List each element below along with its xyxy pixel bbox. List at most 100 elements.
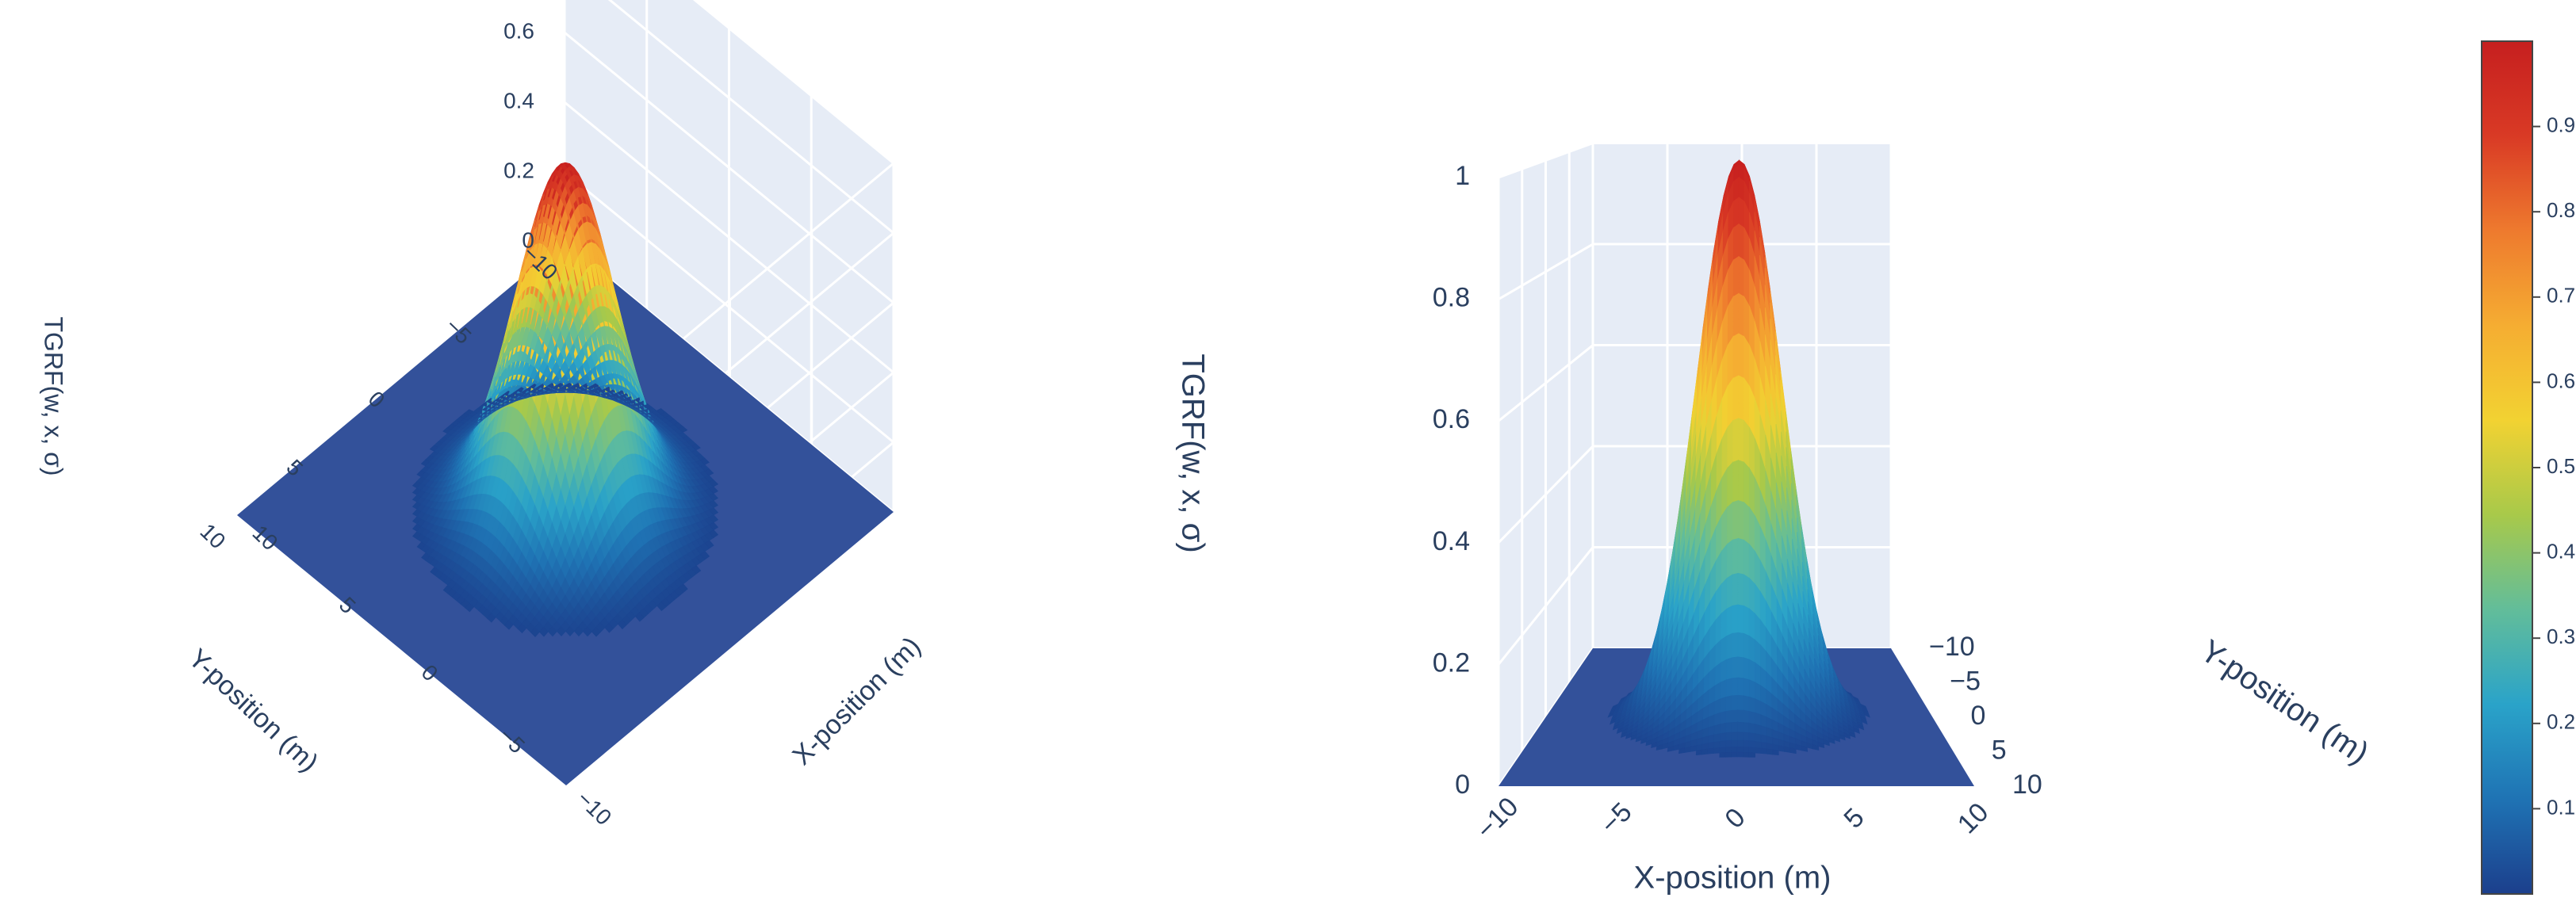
surface-patch — [1843, 732, 1851, 739]
surface-patch — [1684, 746, 1692, 753]
surface-patch — [1725, 722, 1732, 734]
surface-patch — [678, 583, 688, 594]
surface-patch — [1743, 657, 1750, 681]
surface-patch — [1726, 574, 1733, 609]
y-tick-label: −10 — [1929, 632, 1975, 662]
left-surface-plot: 00.20.40.60.81−10−50510−10−50510TGRF(w, … — [40, 0, 927, 830]
surface-patch — [708, 486, 719, 495]
surface-patch — [1727, 501, 1734, 545]
surface-patch — [1860, 718, 1868, 725]
surface-patch — [1737, 656, 1744, 679]
colorbar-gradient — [2481, 40, 2533, 895]
surface-patch — [1748, 679, 1755, 700]
surface-patch — [1743, 632, 1750, 660]
y-tick-label: 0 — [1971, 701, 1986, 731]
surface-patch — [1713, 741, 1721, 749]
surface-patch — [1743, 709, 1750, 724]
surface-patch — [1724, 751, 1732, 758]
surface-patch — [1732, 677, 1739, 697]
colorbar-tick-label: 0.8 — [2547, 198, 2575, 222]
surface-patch — [1738, 418, 1744, 463]
surface-patch — [1736, 746, 1744, 753]
surface-patch — [1721, 543, 1728, 585]
surface-patch — [1748, 740, 1755, 748]
surface-patch — [1732, 460, 1740, 503]
surface-patch — [1755, 747, 1762, 754]
surface-patch — [1727, 461, 1734, 509]
surface-patch — [1754, 712, 1762, 727]
surface-patch — [704, 468, 714, 476]
surface-patch — [677, 426, 688, 433]
surface-patch — [1766, 748, 1774, 755]
surface-patch — [1743, 574, 1750, 609]
surface-patch — [699, 457, 710, 465]
surface-patch — [1727, 335, 1734, 388]
surface-patch — [1748, 506, 1755, 552]
surface-patch — [1738, 292, 1745, 338]
surface-patch — [1748, 608, 1755, 641]
surface-patch — [1833, 735, 1841, 743]
surface-patch — [1737, 572, 1744, 606]
surface-patch — [1726, 539, 1733, 579]
surface-patch — [1738, 333, 1745, 379]
surface-patch — [1707, 747, 1715, 754]
surface-patch — [1721, 608, 1728, 641]
surface-patch — [1743, 678, 1750, 697]
surface-patch — [1732, 537, 1739, 575]
surface-patch — [1732, 255, 1740, 298]
surface-patch — [1743, 377, 1750, 429]
surface-patch — [1748, 732, 1755, 742]
surface-patch — [1726, 632, 1733, 660]
surface-patch — [1748, 635, 1755, 663]
colorbar-tick-label: 0.7 — [2547, 284, 2575, 308]
surface-patch — [1719, 740, 1727, 748]
surface-patch — [1755, 724, 1762, 735]
surface-mesh — [411, 162, 719, 637]
y-tick-label: 10 — [2012, 770, 2042, 800]
surface-patch — [1743, 732, 1750, 742]
surface-patch — [1725, 739, 1732, 748]
z-axis-title: TGRF(w, x, σ) — [1175, 353, 1210, 552]
surface-patch — [1848, 731, 1856, 739]
surface-patch — [1719, 752, 1726, 758]
surface-patch — [1714, 698, 1721, 716]
surface-mesh — [1607, 159, 1870, 758]
surface-patch — [1754, 662, 1761, 686]
surface-patch — [1727, 377, 1734, 429]
z-tick-label: 1 — [1455, 161, 1470, 191]
surface-patch — [1743, 335, 1750, 388]
surface-patch — [691, 443, 701, 451]
y-tick-label: −5 — [1950, 666, 1981, 696]
surface-patch — [1743, 419, 1750, 469]
x-axis-title: X-position (m) — [1634, 861, 1832, 896]
gridline — [607, 0, 894, 235]
surface-patch — [1708, 734, 1715, 744]
surface-patch — [1755, 741, 1762, 749]
surface-patch — [1731, 709, 1739, 724]
x-tick-label: −10 — [572, 786, 617, 830]
surface-patch — [1721, 577, 1728, 615]
x-tick-label: 10 — [1952, 797, 1995, 840]
z-tick-label: 0.4 — [1433, 526, 1470, 556]
x-axis-title: X-position (m) — [787, 631, 927, 771]
surface-patch — [1748, 722, 1755, 735]
surface-patch — [700, 551, 710, 560]
y-axis-title: Y-position (m) — [2194, 633, 2375, 771]
y-tick-label: 10 — [195, 519, 230, 554]
z-tick-label: 0.6 — [1433, 404, 1470, 434]
surface-patch — [1760, 725, 1767, 737]
surface-patch — [1738, 197, 1745, 229]
surface-patch — [1738, 460, 1744, 503]
surface-patch — [1708, 714, 1716, 728]
surface-patch — [1731, 732, 1738, 741]
surface-patch — [691, 565, 702, 575]
surface-patch — [708, 493, 719, 502]
gridline — [564, 170, 894, 444]
surface-patch — [1737, 732, 1744, 741]
gridline — [692, 0, 894, 165]
surface-patch — [1725, 695, 1733, 712]
surface-patch — [1690, 745, 1698, 752]
surface-patch — [1731, 751, 1738, 758]
surface-patch — [1714, 682, 1721, 702]
